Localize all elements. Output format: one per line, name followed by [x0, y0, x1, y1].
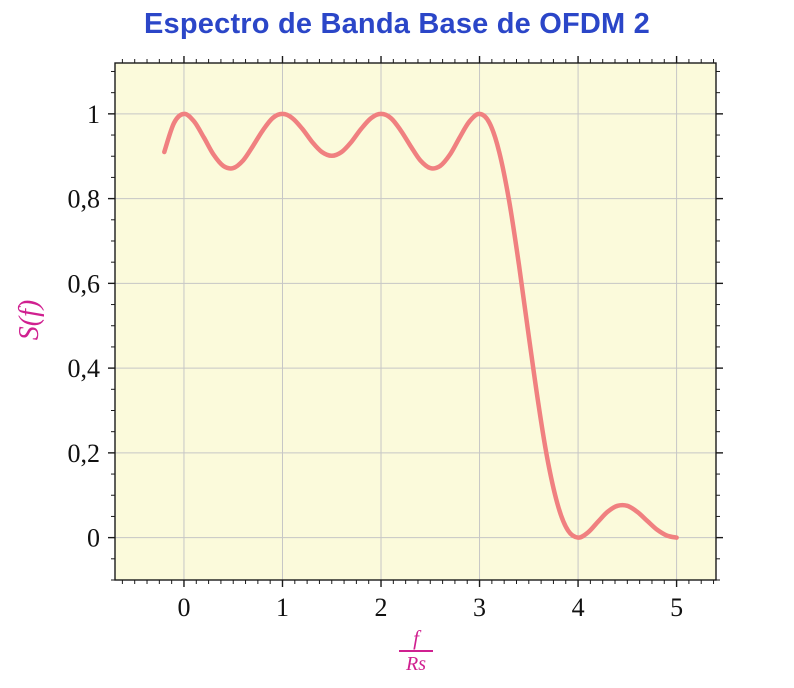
- y-tick-label: 0,2: [68, 439, 101, 468]
- y-tick-label: 0,8: [68, 185, 101, 214]
- fraction-bar: [399, 650, 433, 652]
- grid-lines: [115, 63, 716, 580]
- x-tick-label: 1: [276, 593, 289, 622]
- y-tick-label: 1: [87, 100, 100, 129]
- y-tick-label: 0,4: [68, 354, 101, 383]
- x-axis-label-numerator: f: [413, 626, 419, 650]
- plot-background: [115, 63, 716, 580]
- x-tick-label: 0: [177, 593, 190, 622]
- x-tick-label: 4: [572, 593, 585, 622]
- x-tick-label: 5: [670, 593, 683, 622]
- spectrum-curve: [162, 111, 679, 540]
- tick-labels: 0 1 2 3 4 5 0 0,2 0,4 0,6 0,8 1: [68, 100, 684, 622]
- chart-title: Espectro de Banda Base de OFDM 2: [144, 8, 650, 40]
- x-tick-label: 3: [473, 593, 486, 622]
- x-tick-label: 2: [375, 593, 388, 622]
- x-axis-label-denominator: Rs: [406, 653, 426, 675]
- plot-frame: [114, 62, 717, 581]
- y-axis-label: S(f): [14, 299, 45, 341]
- y-tick-label: 0,6: [68, 269, 101, 298]
- y-tick-label: 0: [87, 524, 100, 553]
- x-axis-label: f Rs: [399, 627, 433, 675]
